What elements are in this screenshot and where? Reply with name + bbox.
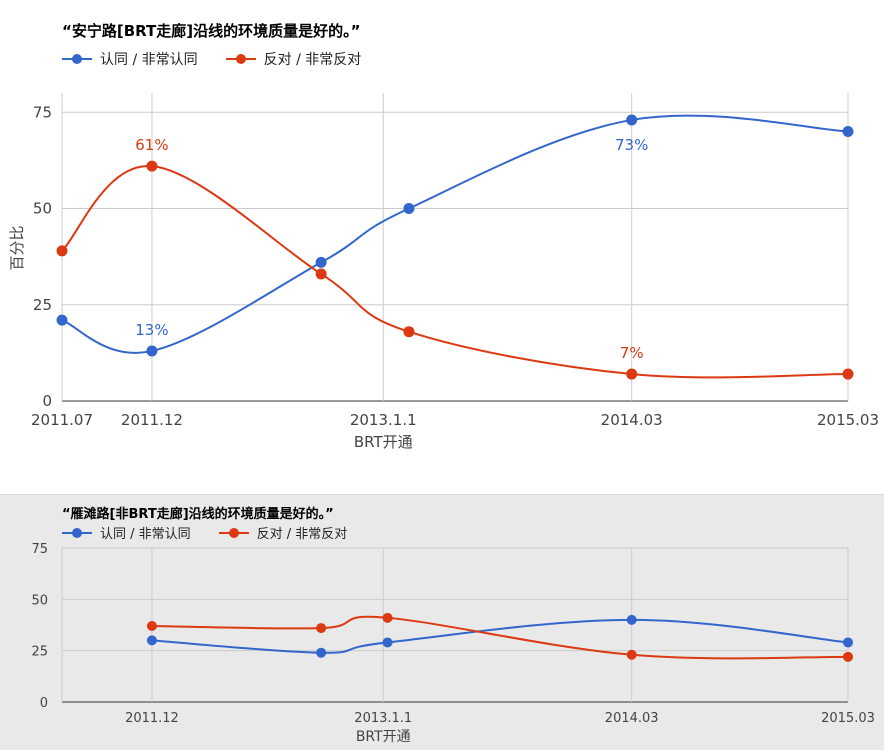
legend-label-agree: 认同 / 非常认同	[100, 527, 191, 542]
y-tick-label: 25	[31, 645, 48, 660]
line-chart-plot: 0 25 50 75 2011.07 2011.12 2013.1.1 2014.03 2015…	[8, 93, 879, 451]
legend-item-agree[interactable]: 认同 / 非常认同	[62, 523, 191, 542]
data-point-disagree[interactable]	[56, 245, 68, 257]
data-point-disagree[interactable]	[382, 612, 393, 623]
legend-item-agree[interactable]: 认同 / 非常认同	[62, 49, 198, 69]
x-axis-title: BRT开通	[356, 729, 411, 745]
legend-label-agree: 认同 / 非常认同	[100, 52, 198, 68]
data-point-agree[interactable]	[626, 614, 637, 625]
y-tick-label: 75	[33, 103, 52, 121]
data-label: 73%	[615, 136, 648, 154]
series-line-disagree	[61, 165, 849, 379]
chart-title: “雁滩路[非BRT走廊]沿线的环境质量是好的。”	[62, 507, 334, 522]
chart-panel-anning: “安宁路[BRT走廊]沿线的环境质量是好的。” 认同 / 非常认同 反对 / 非…	[8, 22, 880, 451]
data-point-disagree[interactable]	[626, 368, 638, 380]
legend-item-disagree[interactable]: 反对 / 非常反对	[218, 523, 348, 542]
data-point-disagree[interactable]	[843, 651, 853, 662]
x-tick-label: 2011.07	[31, 411, 93, 429]
x-tick-label: 2013.1.1	[350, 411, 417, 429]
x-tick-label: 2015.03	[821, 711, 875, 726]
x-tick-label: 2013.1.1	[354, 711, 412, 726]
y-tick-label: 75	[31, 542, 48, 557]
series-line-disagree	[151, 615, 849, 660]
data-point-agree[interactable]	[56, 314, 68, 326]
chart-legend: 认同 / 非常认同 反对 / 非常反对	[62, 49, 389, 69]
data-point-disagree[interactable]	[403, 326, 415, 338]
legend-dot-disagree	[235, 54, 246, 64]
chart-panel-yantan: “雁滩路[非BRT走廊]沿线的环境质量是好的。” 认同 / 非常认同 反对 / …	[0, 494, 884, 750]
legend-swatch-disagree	[225, 53, 256, 65]
x-tick-label: 2014.03	[605, 711, 659, 726]
data-point-disagree[interactable]	[146, 160, 158, 172]
data-label: 13%	[135, 321, 168, 339]
data-label: 7%	[620, 344, 644, 362]
y-tick-label: 25	[33, 296, 52, 314]
data-point-agree[interactable]	[843, 637, 853, 648]
data-point-disagree[interactable]	[842, 368, 854, 380]
x-tick-label: 2015.03	[817, 411, 879, 429]
series-line-agree	[151, 618, 849, 654]
y-tick-label: 50	[33, 200, 52, 218]
y-tick-label: 0	[40, 696, 48, 711]
data-point-disagree[interactable]	[146, 621, 157, 632]
data-point-disagree[interactable]	[626, 649, 637, 660]
data-point-agree[interactable]	[842, 126, 854, 137]
data-point-agree[interactable]	[403, 203, 415, 214]
legend-dot-disagree	[228, 527, 239, 538]
y-tick-label: 0	[42, 392, 52, 410]
legend-dot-agree	[72, 54, 82, 64]
legend-swatch-disagree	[218, 527, 249, 539]
legend-dot-agree	[72, 527, 82, 538]
legend-swatch-agree	[62, 53, 92, 65]
x-tick-label: 2014.03	[601, 411, 663, 429]
legend-label-disagree: 反对 / 非常反对	[256, 527, 348, 542]
data-point-agree[interactable]	[146, 345, 158, 357]
line-chart-plot: 0 25 50 75 2011.12 2013.1.1 2014.03 2015.03 BRT开…	[31, 542, 875, 745]
y-tick-label: 50	[31, 593, 48, 608]
y-axis-title: 百分比	[8, 225, 26, 270]
data-label: 61%	[135, 136, 168, 154]
data-point-agree[interactable]	[382, 637, 393, 648]
data-point-agree[interactable]	[316, 647, 327, 658]
legend-label-disagree: 反对 / 非常反对	[263, 52, 362, 68]
legend-item-disagree[interactable]: 反对 / 非常反对	[225, 49, 362, 69]
data-point-disagree[interactable]	[315, 268, 327, 280]
x-tick-label: 2011.12	[121, 411, 183, 429]
chart-title: “安宁路[BRT走廊]沿线的环境质量是好的。”	[62, 22, 361, 40]
data-point-agree[interactable]	[315, 256, 327, 268]
data-point-disagree[interactable]	[316, 623, 327, 634]
legend-swatch-agree	[62, 527, 92, 539]
x-tick-label: 2011.12	[125, 711, 179, 726]
x-axis-title: BRT开通	[354, 433, 413, 451]
chart-legend: 认同 / 非常认同 反对 / 非常反对	[62, 523, 375, 542]
data-point-agree[interactable]	[146, 635, 157, 646]
data-point-agree[interactable]	[626, 114, 638, 126]
series-line-agree	[61, 114, 849, 354]
